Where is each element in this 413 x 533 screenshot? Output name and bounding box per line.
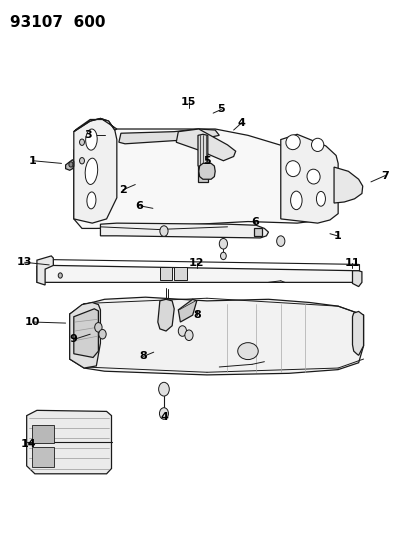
Polygon shape — [198, 164, 215, 179]
Circle shape — [158, 382, 169, 396]
Polygon shape — [65, 160, 74, 170]
Circle shape — [79, 158, 84, 164]
Circle shape — [95, 322, 102, 332]
Ellipse shape — [87, 192, 96, 209]
Text: 8: 8 — [192, 310, 200, 320]
Polygon shape — [74, 118, 116, 223]
Polygon shape — [157, 300, 174, 331]
Circle shape — [219, 238, 227, 249]
FancyBboxPatch shape — [31, 425, 54, 443]
Text: 2: 2 — [119, 185, 126, 195]
Text: 9: 9 — [70, 335, 78, 344]
Polygon shape — [69, 297, 363, 375]
Circle shape — [69, 162, 73, 167]
Text: 6: 6 — [251, 216, 259, 227]
Ellipse shape — [306, 169, 319, 184]
Text: 5: 5 — [217, 104, 225, 115]
Text: 93107  600: 93107 600 — [10, 15, 106, 30]
Text: 13: 13 — [17, 257, 32, 267]
Polygon shape — [197, 166, 207, 182]
Text: 7: 7 — [380, 171, 388, 181]
Ellipse shape — [285, 135, 299, 150]
Text: 5: 5 — [203, 156, 210, 166]
Polygon shape — [351, 271, 361, 287]
Text: 1: 1 — [29, 156, 37, 166]
Polygon shape — [69, 302, 100, 368]
Circle shape — [159, 226, 168, 236]
Ellipse shape — [237, 343, 258, 360]
Circle shape — [276, 236, 284, 246]
Polygon shape — [351, 311, 363, 356]
Ellipse shape — [285, 161, 299, 176]
Polygon shape — [74, 118, 116, 132]
Polygon shape — [254, 229, 262, 236]
Polygon shape — [333, 167, 362, 203]
Polygon shape — [280, 134, 337, 223]
Text: 6: 6 — [135, 201, 143, 211]
Text: 11: 11 — [344, 258, 359, 268]
Polygon shape — [119, 129, 219, 144]
Polygon shape — [26, 410, 111, 474]
FancyBboxPatch shape — [174, 266, 186, 280]
Ellipse shape — [85, 129, 97, 150]
Polygon shape — [37, 260, 358, 282]
Text: 14: 14 — [21, 439, 36, 449]
Ellipse shape — [311, 138, 323, 151]
Ellipse shape — [290, 191, 301, 209]
Text: 15: 15 — [180, 96, 196, 107]
Circle shape — [178, 326, 186, 336]
Circle shape — [58, 273, 62, 278]
Polygon shape — [178, 300, 196, 322]
Circle shape — [79, 139, 84, 146]
FancyBboxPatch shape — [31, 447, 54, 467]
Text: 12: 12 — [189, 258, 204, 268]
Polygon shape — [74, 309, 98, 358]
Polygon shape — [37, 256, 53, 285]
Text: 4: 4 — [237, 118, 245, 128]
Text: 4: 4 — [160, 412, 168, 422]
Polygon shape — [100, 223, 268, 238]
Text: 10: 10 — [25, 317, 40, 327]
Polygon shape — [176, 129, 235, 161]
Circle shape — [185, 330, 192, 341]
Text: 3: 3 — [84, 131, 92, 140]
Ellipse shape — [85, 158, 97, 184]
Ellipse shape — [316, 191, 325, 206]
FancyBboxPatch shape — [159, 266, 172, 280]
Circle shape — [159, 408, 168, 419]
Circle shape — [220, 252, 226, 260]
Circle shape — [99, 329, 106, 339]
Text: 8: 8 — [139, 351, 147, 361]
Text: 1: 1 — [332, 231, 340, 241]
Polygon shape — [197, 134, 207, 167]
Polygon shape — [74, 129, 333, 229]
